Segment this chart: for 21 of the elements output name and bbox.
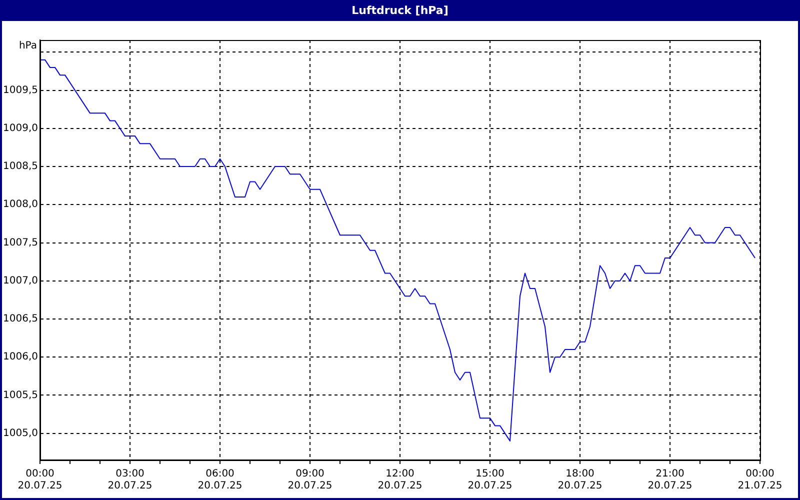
x-tick-label: 18:00 20.07.25 — [558, 468, 602, 492]
x-tick-label: 00:00 20.07.25 — [18, 468, 62, 492]
y-tick-label: 1005,0 — [3, 428, 38, 439]
x-tick-label: 09:00 20.07.25 — [288, 468, 332, 492]
y-tick-label: 1006,5 — [3, 314, 38, 325]
chart-title: Luftdruck [hPa] — [2, 2, 798, 21]
y-tick-label: 1008,5 — [3, 161, 38, 172]
y-tick-label: 1007,5 — [3, 237, 38, 248]
y-tick-label: 1009,5 — [3, 84, 38, 96]
x-tick-label: 12:00 20.07.25 — [378, 468, 422, 492]
y-axis-title: hPa — [18, 40, 37, 52]
y-tick-label: 1009,0 — [3, 123, 38, 134]
x-tick-label: 06:00 20.07.25 — [198, 468, 242, 492]
y-tick-label: 1008,0 — [3, 199, 38, 210]
x-tick-label: 00:00 21.07.25 — [738, 468, 782, 492]
x-tick-label: 15:00 20.07.25 — [468, 468, 512, 492]
x-tick-label: 03:00 20.07.25 — [108, 468, 152, 492]
y-tick-label: 1005,5 — [3, 390, 38, 401]
x-tick-label: 21:00 20.07.25 — [648, 468, 692, 492]
y-tick-label: 1006,0 — [3, 352, 38, 363]
y-tick-label: 1007,0 — [3, 275, 38, 286]
